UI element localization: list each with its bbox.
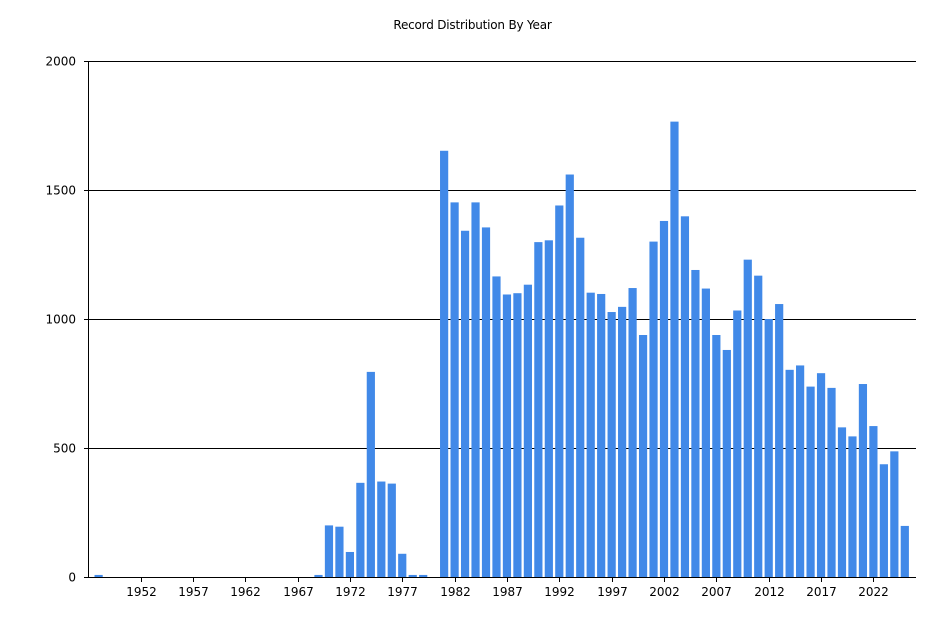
bar-1982 (450, 202, 459, 577)
x-tick-label: 1962 (230, 585, 261, 599)
bar-1948 (94, 574, 103, 577)
bar-2022 (869, 426, 878, 577)
bar-2008 (722, 349, 731, 577)
bar-1999 (628, 288, 637, 577)
bar-1989 (523, 284, 532, 577)
x-tick-label: 1987 (492, 585, 523, 599)
x-tick-label: 1967 (283, 585, 314, 599)
x-tick-label: 1952 (126, 585, 157, 599)
bar-2015 (796, 365, 805, 577)
axes (84, 61, 916, 582)
bar-2016 (806, 386, 815, 577)
bar-2005 (691, 269, 700, 577)
bar-1976 (387, 483, 396, 577)
bar-2003 (670, 121, 679, 577)
bar-1991 (544, 240, 553, 577)
y-tick-label: 2000 (45, 55, 76, 69)
y-tick-labels: 0 500 1000 1500 2000 (45, 55, 76, 585)
bar-1994 (576, 237, 585, 578)
bar-1977 (398, 553, 407, 577)
x-tick-label: 2022 (858, 585, 889, 599)
bar-1981 (440, 150, 449, 577)
bar-1974 (366, 371, 375, 577)
bar-1985 (481, 227, 491, 577)
bar-1969 (314, 574, 323, 577)
bar-2021 (858, 384, 868, 577)
bar-2009 (733, 310, 742, 577)
x-tick-label: 2012 (754, 585, 785, 599)
x-tick-label: 2017 (806, 585, 837, 599)
bar-1990 (534, 242, 543, 577)
bar-2000 (638, 335, 648, 577)
bar-1992 (555, 205, 564, 578)
bars (94, 121, 909, 578)
x-tick-label: 1982 (440, 585, 471, 599)
y-tick-label: 0 (68, 571, 76, 585)
x-tick-label: 1992 (544, 585, 575, 599)
bar-1975 (377, 481, 386, 577)
bar-2004 (680, 216, 690, 577)
bar-1971 (335, 526, 344, 577)
bar-1983 (460, 230, 470, 577)
bar-2010 (743, 259, 752, 577)
bar-2001 (649, 241, 658, 577)
bar-1998 (618, 306, 627, 577)
x-tick-label: 2007 (701, 585, 732, 599)
y-tick-label: 500 (53, 442, 76, 456)
bar-1979 (419, 574, 428, 577)
bar-2023 (879, 464, 888, 577)
bar-2002 (659, 220, 669, 577)
bar-2018 (827, 387, 836, 577)
bar-1996 (597, 293, 606, 577)
bar-2006 (701, 288, 710, 577)
bar-1970 (324, 525, 334, 577)
bar-2012 (764, 319, 773, 577)
bar-2014 (785, 369, 794, 577)
x-tick-labels: 1952 1957 1962 1967 1972 1977 1982 1987 1992 1997… (126, 585, 889, 599)
bar-2011 (754, 275, 763, 577)
x-tick-label: 1977 (387, 585, 418, 599)
bar-1973 (356, 482, 365, 577)
bar-1972 (345, 551, 354, 577)
bar-1995 (586, 292, 595, 577)
x-tick-label: 1972 (335, 585, 366, 599)
bar-2007 (712, 335, 721, 577)
bar-2013 (775, 304, 784, 577)
bar-1986 (492, 276, 501, 577)
y-tick-label: 1500 (45, 184, 76, 198)
x-tick-label: 2002 (649, 585, 680, 599)
bar-2020 (848, 436, 857, 577)
x-tick-label: 1957 (178, 585, 209, 599)
bar-2024 (890, 451, 899, 577)
bar-1984 (471, 202, 480, 577)
bar-1993 (565, 174, 574, 577)
y-tick-label: 1000 (45, 313, 76, 327)
chart-title: Record Distribution By Year (393, 18, 552, 32)
bar-1987 (502, 294, 512, 577)
bar-1997 (607, 312, 616, 577)
bar-2017 (816, 373, 826, 577)
bar-2019 (837, 427, 847, 577)
bar-1988 (513, 293, 522, 577)
bar-1978 (408, 574, 417, 577)
bar-2025 (900, 525, 909, 577)
x-tick-label: 1997 (597, 585, 628, 599)
